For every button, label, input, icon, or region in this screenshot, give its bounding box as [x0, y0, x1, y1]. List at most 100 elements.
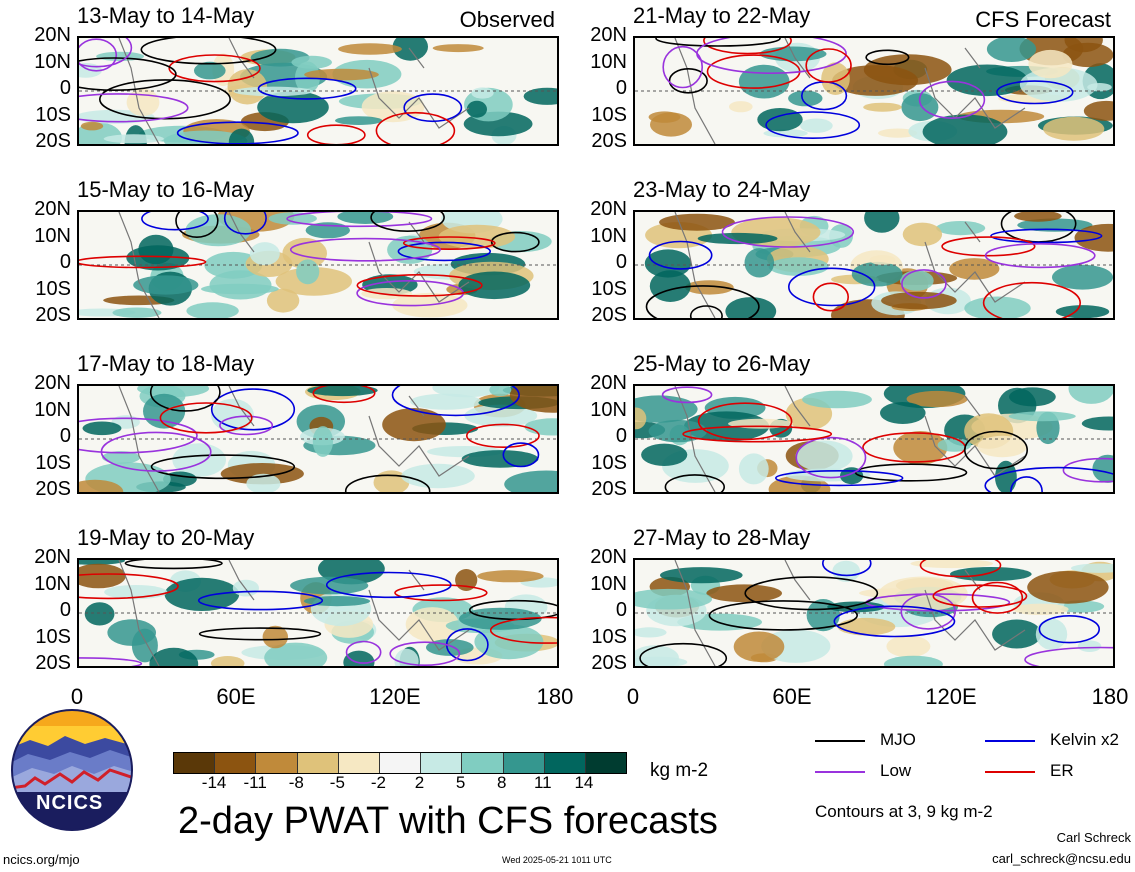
lon-label: 180 [1091, 684, 1129, 709]
lat-label: 10S [591, 103, 627, 126]
panel-title: 23-May to 24-May [633, 177, 811, 202]
pwat-anomaly-blob [79, 560, 125, 565]
contour-line [402, 236, 496, 250]
pwat-anomaly-blob [832, 560, 861, 582]
lat-label: 10N [590, 572, 627, 595]
pwat-anomaly-blob [659, 213, 735, 231]
colorbar-swatch [215, 753, 257, 773]
lat-label: 20S [591, 478, 627, 500]
pwat-anomaly-blob [79, 479, 124, 492]
pwat-anomaly-blob [706, 584, 782, 603]
contour-line [210, 388, 296, 431]
pwat-anomaly-blob [641, 443, 688, 466]
lat-label: 10N [34, 398, 71, 421]
lat-label: 20N [34, 372, 71, 394]
colorbar-swatch [256, 753, 298, 773]
contour-line [639, 642, 728, 666]
contour-line [79, 38, 118, 72]
pwat-anomaly-blob [649, 270, 691, 302]
colorbar-tick-label: 2 [414, 773, 425, 792]
contour-line [941, 236, 1036, 257]
footer-email[interactable]: carl_schreck@ncsu.edu [992, 851, 1131, 866]
panel-title: 13-May to 14-May [77, 3, 255, 28]
pwat-anomaly-blob [1071, 563, 1113, 573]
pwat-anomaly-blob [343, 650, 375, 666]
pwat-anomaly-blob [744, 248, 775, 278]
contour-line [918, 80, 986, 120]
lon-label: 120E [369, 684, 421, 709]
pwat-anomaly-blob [886, 635, 931, 658]
ncics-logo[interactable]: NCICS [10, 708, 134, 832]
pwat-anomaly-blob [800, 118, 833, 133]
contour-line [696, 38, 847, 74]
contour-line [697, 402, 793, 441]
pwat-anomaly-blob [725, 297, 777, 318]
pwat-anomaly-blob [466, 100, 487, 118]
colorbar-tick-label: -11 [243, 773, 267, 792]
footer-timestamp: Wed 2025-05-21 1011 UTC [502, 855, 612, 865]
pwat-anomaly-blob [1027, 571, 1109, 604]
pwat-anomaly-blob [788, 90, 823, 107]
pwat-map[interactable] [633, 384, 1115, 494]
panel-title: 21-May to 22-May [633, 3, 811, 28]
contour-line [159, 402, 253, 434]
contour-line [682, 425, 833, 443]
contour-line [1024, 646, 1113, 666]
pwat-anomaly-blob [103, 134, 164, 144]
contour-line [124, 560, 223, 570]
pwat-map[interactable] [77, 558, 559, 668]
lat-label: 10S [35, 625, 71, 648]
colorbar-swatch [585, 753, 627, 773]
pwat-anomaly-blob [266, 288, 300, 313]
contour-line [375, 111, 456, 144]
pwat-anomaly-blob [220, 463, 304, 485]
pwat-anomaly-blob [644, 249, 692, 278]
pwat-anomaly-blob [82, 421, 122, 436]
pwat-anomaly-blob [524, 418, 557, 436]
pwat-anomaly-blob [80, 121, 104, 131]
pwat-anomaly-blob [802, 390, 872, 409]
colorbar-swatch [297, 753, 339, 773]
lat-label: 20N [34, 198, 71, 220]
coastline [118, 386, 470, 492]
contour-line [286, 212, 433, 228]
pwat-map[interactable] [77, 210, 559, 320]
contour-line [648, 240, 713, 270]
contour-line [661, 386, 713, 404]
coastline [118, 560, 470, 666]
pwat-map[interactable] [77, 36, 559, 146]
pwat-anomaly-blob [878, 128, 918, 138]
pwat-map[interactable] [633, 558, 1115, 668]
colorbar-swatch [379, 753, 422, 773]
pwat-anomaly-blob [936, 221, 986, 236]
lat-label: 0 [59, 251, 71, 273]
pwat-anomaly-blob [410, 393, 482, 410]
lat-label: 0 [59, 599, 71, 621]
panel-tag: CFS Forecast [975, 7, 1111, 32]
contour-line [389, 641, 461, 666]
contour-line [708, 600, 859, 631]
contour-line [765, 111, 861, 140]
lon-label: 0 [626, 684, 640, 709]
pwat-anomaly-blob [249, 242, 280, 266]
pwat-map[interactable] [633, 210, 1115, 320]
contour-line [79, 57, 177, 91]
contour-line [787, 267, 876, 307]
colorbar-tick-label: 11 [533, 773, 552, 792]
pwat-anomaly-blob [697, 232, 778, 245]
pwat-map[interactable] [77, 384, 559, 494]
pwat-anomaly-blob [126, 245, 190, 271]
lat-label: 10N [590, 398, 627, 421]
lon-label: 120E [925, 684, 977, 709]
pwat-anomaly-blob [1028, 49, 1073, 79]
pwat-anomaly-blob [338, 43, 402, 55]
contour-line [79, 38, 133, 68]
colorbar-units: kg m-2 [650, 760, 709, 781]
pwat-anomaly-blob [635, 588, 712, 610]
pwat-anomaly-blob [660, 567, 743, 584]
pwat-anomaly-blob [264, 642, 328, 666]
contour-line [721, 216, 855, 248]
pwat-map[interactable] [633, 36, 1115, 146]
footer-url[interactable]: ncics.org/mjo [3, 852, 80, 867]
pwat-anomaly-blob [401, 463, 475, 489]
